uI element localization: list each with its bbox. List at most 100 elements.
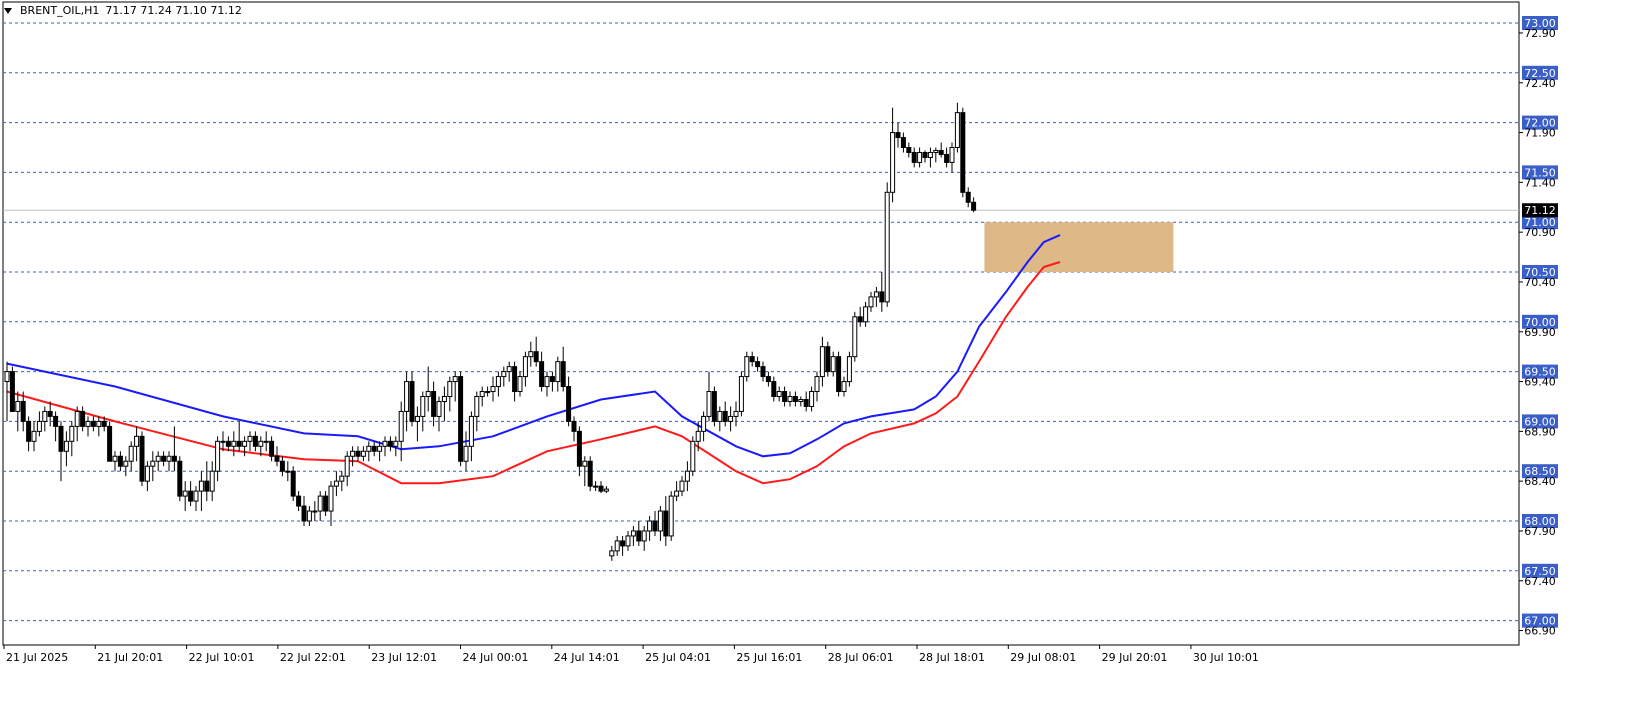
candle	[360, 446, 366, 462]
candle-body	[733, 410, 739, 417]
candle	[74, 406, 80, 442]
level-label: 72.50	[1524, 67, 1556, 80]
candle-body	[323, 495, 329, 512]
candle	[452, 371, 458, 402]
candle-body	[269, 440, 275, 457]
candle-body	[512, 366, 518, 393]
candle-body	[344, 455, 350, 477]
candle-body	[717, 410, 723, 422]
candle	[576, 426, 582, 477]
candle	[641, 525, 647, 551]
level-label: 73.00	[1524, 17, 1556, 30]
candle-body	[134, 435, 140, 447]
x-tick-label: 24 Jul 00:01	[463, 651, 529, 664]
candle-body	[312, 510, 318, 513]
candle-body	[836, 356, 842, 393]
candle	[755, 356, 761, 372]
level-label-box	[1522, 514, 1558, 528]
candle-body	[123, 460, 129, 467]
candle	[614, 535, 620, 556]
candle	[225, 436, 231, 452]
candle-body	[744, 356, 750, 378]
x-tick-label: 22 Jul 10:01	[189, 651, 255, 664]
candle-body	[425, 391, 431, 397]
candle-body	[96, 420, 102, 427]
candle-body	[474, 396, 480, 417]
candle-body	[263, 440, 269, 443]
plot-frame	[2, 1, 1520, 646]
candle	[490, 376, 496, 402]
candle-body	[74, 410, 80, 427]
candle-body	[393, 440, 399, 447]
candle	[706, 371, 712, 422]
candle	[296, 491, 302, 512]
collapse-triangle-icon[interactable]	[4, 7, 12, 14]
candle	[4, 361, 10, 422]
level-label-box	[1522, 414, 1558, 429]
candle	[112, 451, 118, 472]
candle	[441, 386, 447, 422]
level-label-box	[1522, 115, 1558, 130]
candle-body	[468, 415, 474, 447]
candle-body	[36, 420, 42, 432]
level-label: 70.00	[1524, 316, 1556, 329]
candle-body	[798, 398, 804, 402]
candle-body	[582, 460, 588, 467]
level-label-box	[1522, 563, 1558, 578]
candle	[80, 406, 86, 432]
candle	[58, 421, 64, 482]
candle	[350, 446, 356, 467]
candle-body	[107, 425, 113, 462]
candle	[917, 147, 923, 168]
candle	[517, 371, 523, 397]
candle-body	[690, 440, 696, 472]
candle-body	[630, 530, 636, 537]
candle	[911, 147, 917, 168]
candle	[366, 441, 372, 462]
candle	[528, 341, 534, 367]
candle	[679, 476, 685, 497]
candle-body	[458, 376, 464, 462]
candle-body	[895, 132, 901, 139]
candle-body	[625, 535, 631, 547]
x-tick-label: 21 Jul 2025	[6, 651, 68, 664]
candle	[134, 426, 140, 462]
candle-body	[215, 440, 221, 472]
candle-body	[382, 440, 388, 447]
candle	[398, 401, 404, 462]
candle	[85, 416, 91, 437]
candle	[333, 471, 339, 497]
candle-body	[20, 400, 26, 422]
candle	[711, 386, 717, 427]
candle-body	[193, 490, 199, 502]
candle-body	[944, 153, 950, 163]
candle	[177, 456, 183, 502]
candle	[285, 461, 291, 482]
candle	[279, 456, 285, 477]
candle	[668, 491, 674, 541]
x-tick-label: 25 Jul 04:01	[645, 651, 711, 664]
candle	[506, 361, 512, 382]
candle-body	[792, 396, 798, 402]
candle	[274, 446, 280, 467]
x-tick-label: 22 Jul 22:01	[280, 651, 346, 664]
x-tick-label: 29 Jul 20:01	[1102, 651, 1168, 664]
candle-body	[776, 391, 782, 397]
y-tick-label: 68.40	[1524, 475, 1556, 488]
candle-body	[533, 351, 539, 363]
candle	[787, 391, 793, 407]
candle-body	[917, 151, 923, 163]
x-tick-label: 29 Jul 08:01	[1010, 651, 1076, 664]
candle-body	[231, 440, 237, 447]
candle	[544, 371, 550, 397]
candle-body	[647, 520, 653, 532]
y-tick-label: 71.90	[1524, 127, 1556, 140]
candle-body	[42, 410, 48, 422]
level-label: 67.00	[1524, 615, 1556, 628]
candle-body	[90, 420, 96, 427]
candle	[603, 486, 609, 494]
x-tick-label: 25 Jul 16:01	[736, 651, 802, 664]
candle	[36, 411, 42, 437]
candle-body	[971, 201, 977, 211]
